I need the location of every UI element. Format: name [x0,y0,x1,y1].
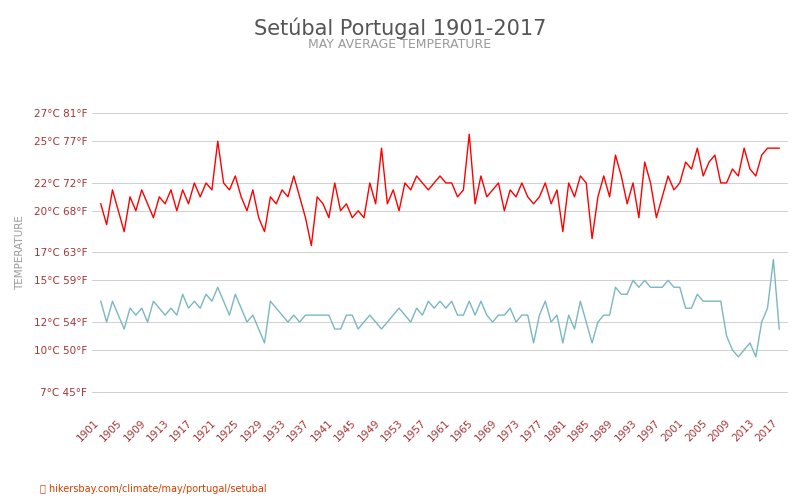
Text: MAY AVERAGE TEMPERATURE: MAY AVERAGE TEMPERATURE [309,38,491,51]
Text: 📍 hikersbay.com/climate/may/portugal/setubal: 📍 hikersbay.com/climate/may/portugal/set… [40,484,266,494]
Text: Setúbal Portugal 1901-2017: Setúbal Portugal 1901-2017 [254,18,546,39]
Y-axis label: TEMPERATURE: TEMPERATURE [15,215,26,290]
